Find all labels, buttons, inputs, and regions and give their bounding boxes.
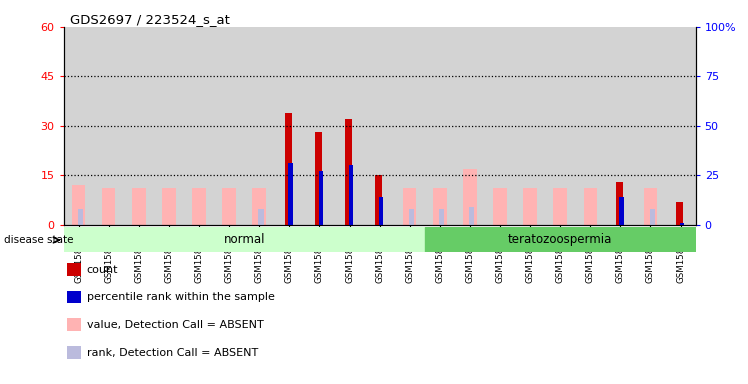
Bar bbox=[192, 189, 206, 225]
Bar bbox=[409, 209, 414, 225]
Bar bbox=[463, 169, 476, 225]
Bar bbox=[244, 27, 275, 225]
Bar bbox=[425, 27, 455, 225]
Bar bbox=[123, 27, 154, 225]
Bar bbox=[304, 27, 334, 225]
Bar bbox=[676, 202, 683, 225]
Bar bbox=[214, 27, 244, 225]
Bar bbox=[132, 189, 146, 225]
Bar bbox=[184, 27, 214, 225]
Bar bbox=[378, 197, 383, 225]
Text: disease state: disease state bbox=[4, 235, 73, 245]
Bar bbox=[485, 27, 515, 225]
Bar bbox=[154, 27, 184, 225]
Bar bbox=[616, 182, 623, 225]
Bar bbox=[515, 27, 545, 225]
Bar bbox=[64, 27, 94, 225]
Bar bbox=[403, 189, 417, 225]
Bar bbox=[94, 27, 123, 225]
Text: percentile rank within the sample: percentile rank within the sample bbox=[87, 292, 275, 302]
Text: value, Detection Call = ABSENT: value, Detection Call = ABSENT bbox=[87, 320, 263, 330]
Bar bbox=[275, 27, 304, 225]
Bar bbox=[469, 207, 474, 225]
Bar bbox=[285, 113, 292, 225]
Bar bbox=[252, 189, 266, 225]
Bar bbox=[524, 189, 537, 225]
Bar bbox=[315, 132, 322, 225]
Bar bbox=[619, 197, 624, 225]
Text: GDS2697 / 223524_s_at: GDS2697 / 223524_s_at bbox=[70, 13, 230, 26]
Bar bbox=[289, 163, 292, 225]
Bar bbox=[545, 27, 575, 225]
Bar bbox=[334, 27, 364, 225]
Bar bbox=[258, 209, 264, 225]
Bar bbox=[78, 209, 83, 225]
Bar bbox=[493, 189, 507, 225]
Bar bbox=[644, 189, 657, 225]
Bar bbox=[102, 189, 115, 225]
Text: normal: normal bbox=[224, 233, 265, 245]
Bar bbox=[425, 227, 696, 252]
Bar bbox=[680, 223, 684, 225]
Bar bbox=[439, 209, 444, 225]
Bar bbox=[583, 189, 597, 225]
Bar bbox=[319, 171, 322, 225]
Bar bbox=[666, 27, 696, 225]
Bar bbox=[575, 27, 605, 225]
Bar bbox=[349, 166, 353, 225]
Bar bbox=[605, 27, 636, 225]
Bar bbox=[162, 189, 176, 225]
Text: rank, Detection Call = ABSENT: rank, Detection Call = ABSENT bbox=[87, 348, 258, 358]
Bar bbox=[433, 189, 447, 225]
Bar bbox=[636, 27, 666, 225]
Bar bbox=[375, 175, 382, 225]
Bar bbox=[649, 209, 655, 225]
Bar bbox=[554, 189, 567, 225]
Bar bbox=[222, 189, 236, 225]
Bar bbox=[455, 27, 485, 225]
Bar bbox=[346, 119, 352, 225]
Bar bbox=[364, 27, 395, 225]
Bar bbox=[72, 185, 85, 225]
Text: count: count bbox=[87, 265, 118, 275]
Bar bbox=[64, 227, 425, 252]
Text: teratozoospermia: teratozoospermia bbox=[508, 233, 613, 245]
Bar bbox=[395, 27, 425, 225]
